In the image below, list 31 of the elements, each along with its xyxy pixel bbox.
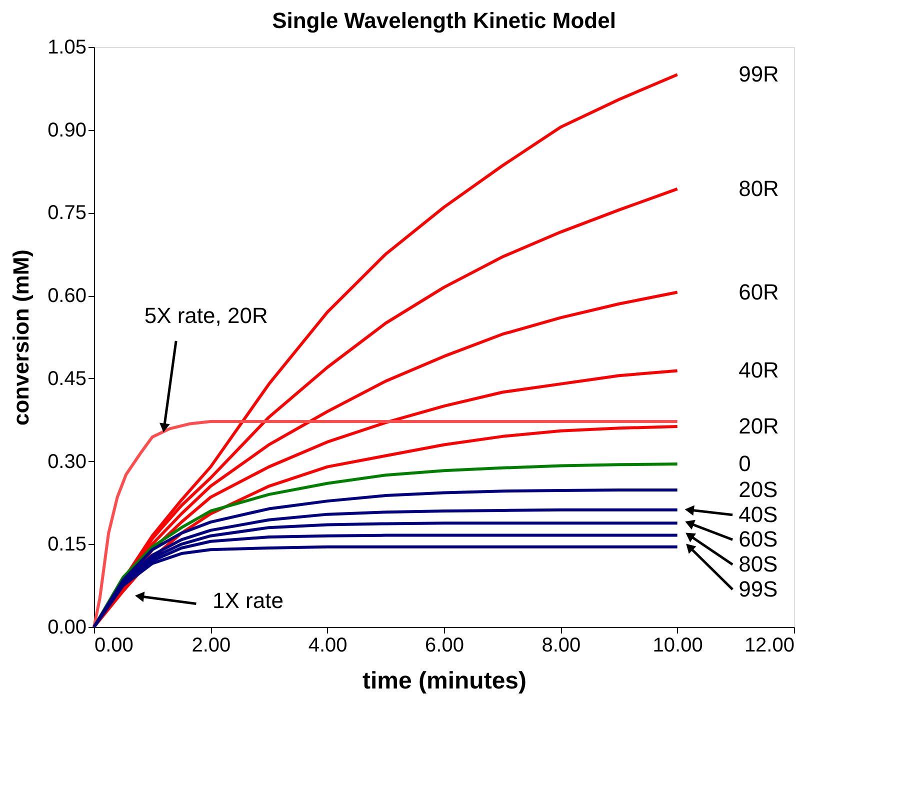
text: 40S: [738, 502, 778, 527]
x-tick-label: 10.00: [652, 634, 703, 656]
x-tick-label: 4.00: [308, 634, 348, 656]
annotation: 5X rate, 20R: [144, 302, 268, 328]
y-tick-label: 0.00: [48, 616, 86, 638]
text: 60R: [738, 279, 779, 304]
text: 40R: [738, 358, 779, 383]
text: 99S: [738, 576, 778, 602]
text: 20S: [738, 477, 778, 502]
text: 80S: [738, 552, 778, 577]
text: 80R: [738, 176, 779, 201]
x-tick-label: 6.00: [425, 634, 464, 656]
x-tick-label: 0.00: [94, 634, 134, 656]
y-tick-label: 0.90: [48, 119, 86, 142]
y-tick-label: 0.15: [48, 534, 86, 556]
x-tick-label: 12.00: [744, 634, 794, 656]
text: 60S: [738, 526, 778, 552]
y-tick-label: 1.05: [48, 36, 86, 58]
annotation: 1X rate: [212, 588, 284, 613]
y-tick-label: 0.75: [48, 202, 86, 224]
y-tick-label: 0.60: [48, 285, 86, 308]
text: 0: [738, 451, 751, 476]
y-tick-label: 0.30: [48, 450, 86, 473]
x-tick-label: 8.00: [542, 634, 581, 656]
x-axis-title: time (minutes): [362, 668, 527, 694]
y-tick-label: 0.45: [48, 368, 86, 390]
text: 20R: [738, 413, 779, 438]
x-tick-label: 2.00: [192, 634, 231, 656]
chart-title: Single Wavelength Kinetic Model: [272, 8, 616, 33]
text: 99R: [738, 62, 779, 87]
y-axis-title: conversion (mM): [8, 249, 34, 426]
